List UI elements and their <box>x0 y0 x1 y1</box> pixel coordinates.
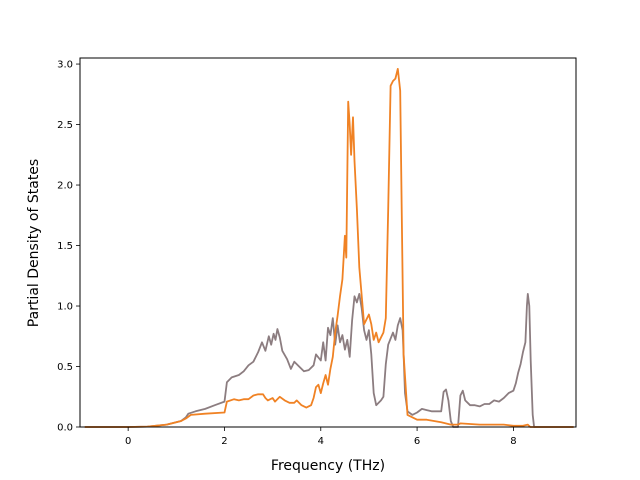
x-axis-ticks: 0 2 4 6 8 <box>125 427 517 447</box>
x-axis-title: Frequency (THz) <box>271 458 385 474</box>
y-tick-label: 3.0 <box>57 60 73 71</box>
x-tick-label: 0 <box>125 436 131 447</box>
y-axis-title: Partial Density of States <box>26 159 42 327</box>
x-tick-label: 6 <box>414 436 420 447</box>
y-axis-ticks: 0.0 0.5 1.0 1.5 2.0 2.5 3.0 <box>57 60 80 434</box>
series-line-2 <box>84 68 574 428</box>
y-tick-label: 1.5 <box>57 241 73 252</box>
y-tick-label: 2.5 <box>57 120 73 131</box>
x-tick-label: 2 <box>221 436 227 447</box>
plot-area <box>84 68 574 428</box>
axes-frame <box>79 57 577 428</box>
y-tick-label: 0.0 <box>57 423 73 434</box>
y-tick-label: 2.0 <box>57 181 73 192</box>
y-tick-label: 0.5 <box>57 362 73 373</box>
y-tick-label: 1.0 <box>57 302 73 313</box>
x-tick-label: 8 <box>510 436 516 447</box>
series-line-1 <box>84 293 574 428</box>
x-tick-label: 4 <box>318 436 324 447</box>
